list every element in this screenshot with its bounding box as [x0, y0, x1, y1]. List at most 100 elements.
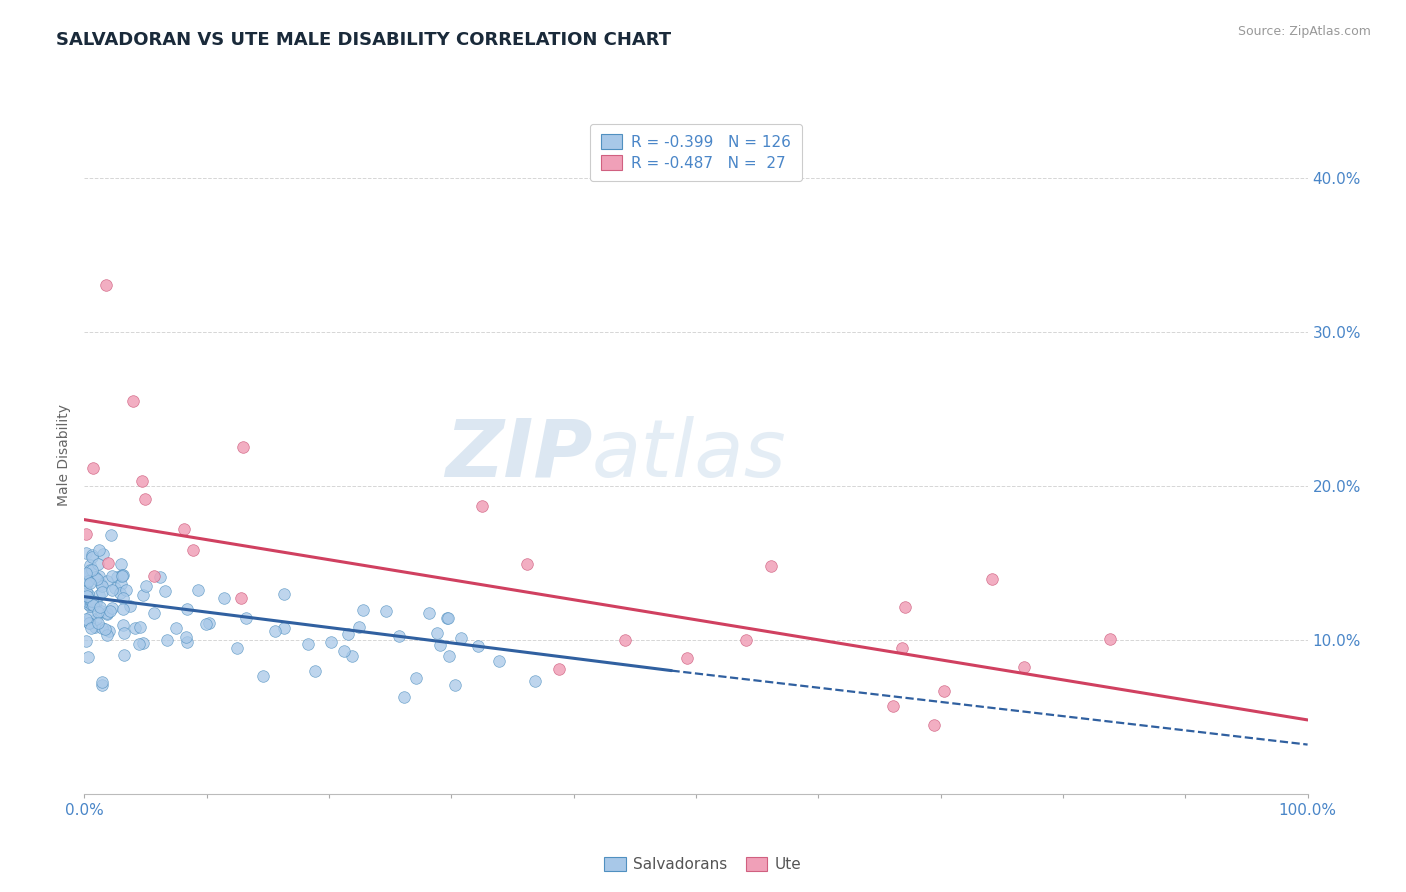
Point — [131, 636, 153, 650]
Legend: R = -0.399   N = 126, R = -0.487   N =  27: R = -0.399 N = 126, R = -0.487 N = 27 — [591, 124, 801, 181]
Point — [101, 582, 124, 597]
Point — [76, 586, 98, 600]
Point — [922, 717, 945, 731]
Point — [86, 572, 108, 586]
Point — [91, 621, 114, 635]
Point — [128, 620, 150, 634]
Point — [96, 574, 118, 588]
Point — [394, 690, 416, 705]
Point — [83, 594, 105, 608]
Point — [111, 567, 134, 582]
Point — [77, 650, 100, 665]
Point — [229, 591, 252, 605]
Point — [83, 570, 105, 584]
Point — [128, 637, 150, 651]
Point — [82, 598, 104, 612]
Point — [76, 575, 98, 590]
Point — [87, 606, 110, 620]
Point — [110, 557, 132, 571]
Point — [212, 591, 235, 606]
Point — [488, 655, 510, 669]
Point — [91, 547, 114, 561]
Point — [75, 633, 97, 648]
Point — [273, 621, 295, 635]
Point — [96, 628, 118, 642]
Point — [156, 633, 179, 648]
Point — [890, 640, 912, 655]
Point — [439, 649, 461, 664]
Point — [450, 631, 472, 645]
Point — [90, 675, 112, 690]
Point — [75, 566, 97, 581]
Point — [405, 671, 427, 685]
Point — [76, 593, 98, 607]
Point — [195, 616, 218, 631]
Y-axis label: Male Disability: Male Disability — [58, 404, 72, 506]
Point — [759, 558, 782, 573]
Point — [120, 599, 142, 613]
Point — [75, 546, 97, 560]
Point — [82, 548, 104, 562]
Point — [75, 566, 97, 581]
Point — [153, 584, 176, 599]
Point — [101, 600, 124, 615]
Point — [429, 638, 451, 652]
Text: Source: ZipAtlas.com: Source: ZipAtlas.com — [1237, 25, 1371, 38]
Point — [124, 621, 146, 635]
Point — [96, 278, 118, 293]
Point — [304, 664, 326, 678]
Point — [524, 674, 547, 689]
Point — [84, 612, 107, 626]
Point — [264, 624, 287, 639]
Point — [75, 612, 97, 626]
Point — [96, 556, 118, 570]
Point — [100, 528, 122, 542]
Point — [232, 440, 254, 454]
Point — [111, 617, 134, 632]
Point — [1098, 632, 1121, 646]
Point — [882, 699, 904, 714]
Point — [142, 568, 165, 582]
Point — [173, 523, 195, 537]
Point — [79, 563, 101, 577]
Point — [77, 574, 100, 589]
Point — [143, 607, 166, 621]
Point — [735, 633, 758, 648]
Point — [90, 603, 112, 617]
Point — [375, 604, 398, 618]
Point — [87, 558, 110, 572]
Point — [75, 584, 97, 599]
Point — [176, 602, 198, 616]
Point — [515, 557, 537, 571]
Point — [321, 635, 343, 649]
Point — [84, 595, 107, 609]
Point — [471, 499, 494, 513]
Point — [111, 568, 134, 582]
Point — [80, 550, 103, 565]
Point — [444, 677, 467, 691]
Point — [97, 624, 120, 638]
Legend: Salvadorans, Ute: Salvadorans, Ute — [596, 849, 810, 880]
Point — [94, 622, 117, 636]
Point — [111, 602, 134, 616]
Point — [75, 566, 97, 580]
Point — [981, 572, 1004, 586]
Point — [110, 577, 132, 591]
Point — [352, 603, 374, 617]
Point — [436, 611, 458, 625]
Point — [183, 543, 205, 558]
Point — [79, 621, 101, 635]
Point — [122, 394, 145, 409]
Point — [79, 616, 101, 631]
Point — [89, 588, 111, 602]
Point — [80, 597, 103, 611]
Point — [149, 570, 172, 584]
Point — [418, 606, 440, 620]
Point — [112, 626, 135, 640]
Point — [87, 569, 110, 583]
Point — [84, 620, 107, 634]
Point — [90, 678, 112, 692]
Point — [187, 582, 209, 597]
Point — [87, 615, 110, 630]
Point — [89, 599, 111, 614]
